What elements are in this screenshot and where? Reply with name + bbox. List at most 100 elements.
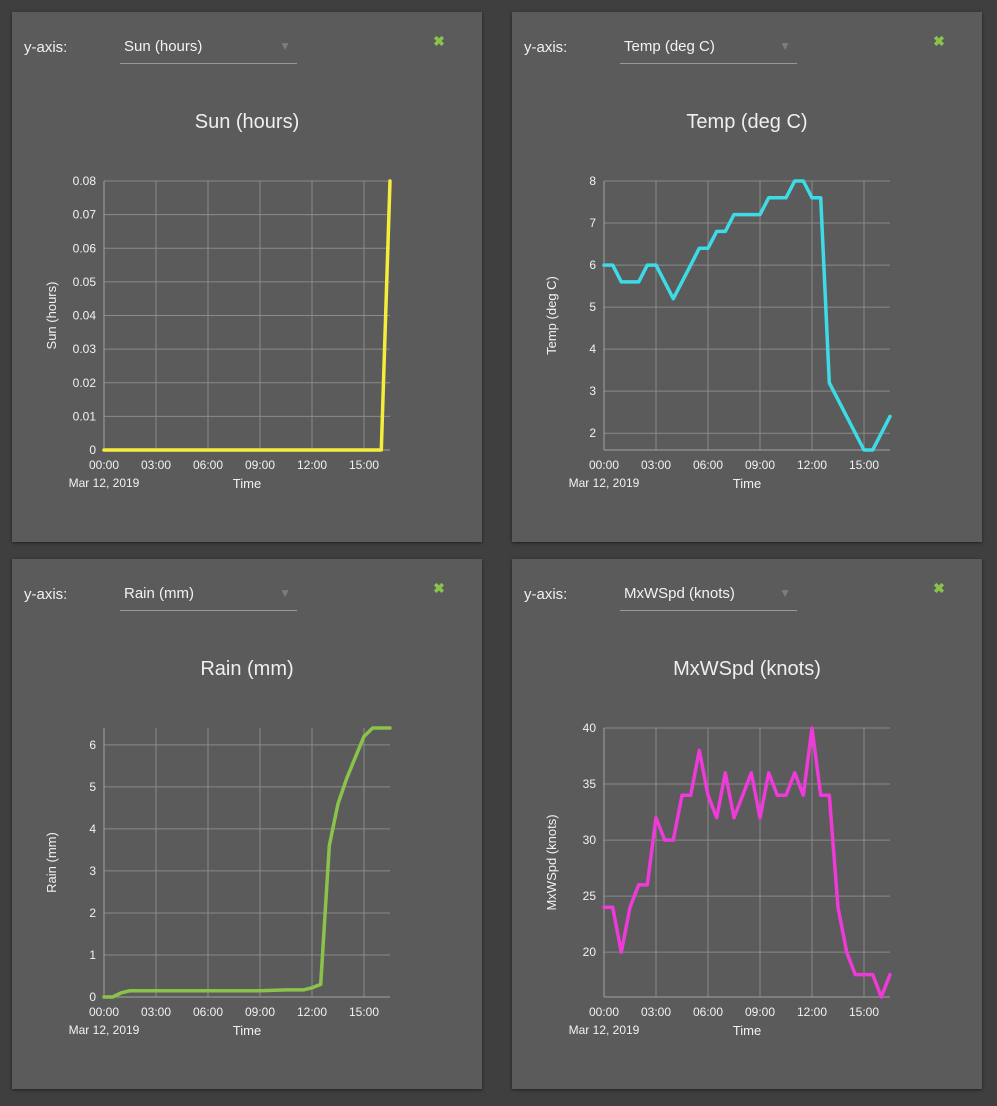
series-line [102,726,392,999]
yaxis-select-value: Rain (mm) [124,585,194,602]
x-tick-label: 12:00 [297,1005,327,1019]
x-axis-title: Time [233,1023,261,1038]
x-tick-label: 09:00 [745,1005,775,1019]
x-tick-label: 12:00 [797,458,827,472]
x-tick-label: 15:00 [349,458,379,472]
x-date-label: Mar 12, 2019 [69,1023,140,1037]
x-tick-label: 06:00 [193,1005,223,1019]
yaxis-select[interactable]: Sun (hours) ▼ [120,35,297,64]
chevron-down-icon: ▼ [779,586,791,600]
yaxis-select[interactable]: Rain (mm) ▼ [120,582,297,611]
x-tick-label: 00:00 [589,1005,619,1019]
chart-title: MxWSpd (knots) [673,658,821,680]
y-tick-label: 0.04 [73,309,97,323]
x-tick-label: 06:00 [193,458,223,472]
y-tick-label: 40 [583,721,597,735]
x-axis-title: Time [233,476,261,491]
chart-title: Sun (hours) [194,111,300,133]
x-tick-label: 03:00 [141,1005,171,1019]
y-tick-label: 20 [583,945,597,959]
y-axis-title: Temp (deg C) [544,276,559,355]
x-axis-title: Time [733,1023,761,1038]
yaxis-selector-label: y-axis: [524,586,568,603]
close-icon[interactable]: ✖ [433,33,445,49]
y-tick-label: 0 [89,443,96,457]
close-icon[interactable]: ✖ [433,580,445,596]
chart-svg: 00:00 03:00 06:00 09:00 12:00 15:00 0 0.01 0.02 0… [44,174,392,491]
y-tick-label: 25 [583,889,597,903]
x-tick-label: 09:00 [745,458,775,472]
x-tick-label: 15:00 [349,1005,379,1019]
x-date-label: Mar 12, 2019 [569,1023,640,1037]
x-tick-label: 09:00 [245,1005,275,1019]
yaxis-select-value: Temp (deg C) [624,38,715,55]
y-tick-label: 4 [89,822,96,836]
y-tick-label: 0.02 [73,376,97,390]
x-tick-label: 03:00 [641,458,671,472]
y-tick-label: 5 [89,780,96,794]
chevron-down-icon: ▼ [279,39,291,53]
y-tick-label: 5 [589,300,596,314]
yaxis-selector-label: y-axis: [524,39,568,56]
y-tick-label: 0.03 [73,342,97,356]
chart-panel-temp: y-axis: Temp (deg C) ▼ ✖ Temp (deg C) 00… [512,12,982,542]
yaxis-select[interactable]: MxWSpd (knots) ▼ [620,582,797,611]
y-tick-label: 8 [589,174,596,188]
y-tick-label: 0 [89,990,96,1004]
chart-title: Rain (mm) [200,658,294,680]
chart-title: Temp (deg C) [686,111,808,133]
y-axis-title: Sun (hours) [44,282,59,350]
x-tick-label: 03:00 [141,458,171,472]
yaxis-select-value: Sun (hours) [124,38,203,55]
x-tick-label: 00:00 [89,1005,119,1019]
x-tick-label: 12:00 [797,1005,827,1019]
x-tick-label: 06:00 [693,458,723,472]
y-axis-title: MxWSpd (knots) [544,814,559,910]
close-icon[interactable]: ✖ [933,33,945,49]
y-tick-label: 7 [589,216,596,230]
x-tick-label: 09:00 [245,458,275,472]
chart-svg: 00:00 03:00 06:00 09:00 12:00 15:00 0 1 2 3 4 5 6 Mar… [44,726,392,1038]
chart-svg: 00:00 03:00 06:00 09:00 12:00 15:00 2 3 4 5 6 7 8 Mar… [544,174,892,491]
yaxis-select[interactable]: Temp (deg C) ▼ [620,35,797,64]
x-tick-label: 03:00 [641,1005,671,1019]
yaxis-selector-label: y-axis: [24,586,68,603]
chart-panel-rain: y-axis: Rain (mm) ▼ ✖ Rain (mm) 00:00 03:… [12,559,482,1089]
x-tick-label: 12:00 [297,458,327,472]
x-tick-label: 00:00 [589,458,619,472]
x-date-label: Mar 12, 2019 [569,476,640,490]
y-tick-label: 2 [589,426,596,440]
y-tick-label: 0.08 [73,174,97,188]
y-tick-label: 0.07 [73,208,97,222]
x-axis-title: Time [733,476,761,491]
chevron-down-icon: ▼ [779,39,791,53]
chart-svg: 00:00 03:00 06:00 09:00 12:00 15:00 20 25 30 35 40… [544,721,892,1038]
yaxis-select-value: MxWSpd (knots) [624,585,735,602]
series-line [602,726,892,999]
x-tick-label: 06:00 [693,1005,723,1019]
y-tick-label: 6 [589,258,596,272]
y-tick-label: 0.06 [73,241,97,255]
yaxis-selector-label: y-axis: [24,39,68,56]
x-tick-label: 00:00 [89,458,119,472]
y-tick-label: 35 [583,777,597,791]
chevron-down-icon: ▼ [279,586,291,600]
chart-panel-wind: y-axis: MxWSpd (knots) ▼ ✖ MxWSpd (knots… [512,559,982,1089]
series-line [602,179,892,452]
chart-panel-sun: y-axis: Sun (hours) ▼ ✖ Sun (hours) 00:0… [12,12,482,542]
y-tick-label: 3 [589,384,596,398]
y-tick-label: 4 [589,342,596,356]
y-axis-title: Rain (mm) [44,832,59,893]
close-icon[interactable]: ✖ [933,580,945,596]
y-tick-label: 1 [89,948,96,962]
y-tick-label: 0.01 [73,409,97,423]
y-tick-label: 3 [89,864,96,878]
series-line [102,179,392,452]
x-tick-label: 15:00 [849,458,879,472]
y-tick-label: 30 [583,833,597,847]
y-tick-label: 0.05 [73,275,97,289]
y-tick-label: 6 [89,738,96,752]
y-tick-label: 2 [89,906,96,920]
x-tick-label: 15:00 [849,1005,879,1019]
x-date-label: Mar 12, 2019 [69,476,140,490]
